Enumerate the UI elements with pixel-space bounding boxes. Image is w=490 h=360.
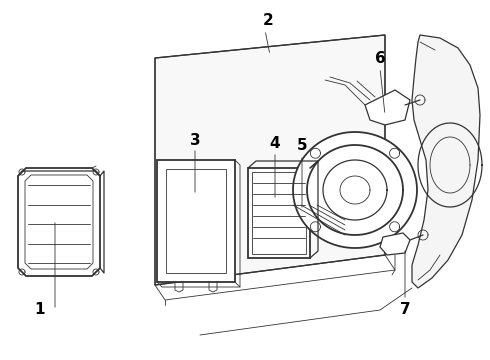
Polygon shape	[293, 132, 417, 248]
Polygon shape	[155, 35, 385, 285]
Text: 7: 7	[400, 302, 410, 318]
Polygon shape	[248, 168, 310, 258]
Polygon shape	[18, 168, 100, 276]
Text: 2: 2	[263, 13, 273, 27]
Polygon shape	[412, 35, 480, 288]
Text: 1: 1	[35, 302, 45, 318]
Polygon shape	[157, 160, 235, 282]
Text: 5: 5	[296, 138, 307, 153]
Text: 6: 6	[375, 50, 385, 66]
Text: 4: 4	[270, 135, 280, 150]
Text: 3: 3	[190, 132, 200, 148]
Polygon shape	[365, 90, 410, 125]
Polygon shape	[380, 233, 410, 255]
